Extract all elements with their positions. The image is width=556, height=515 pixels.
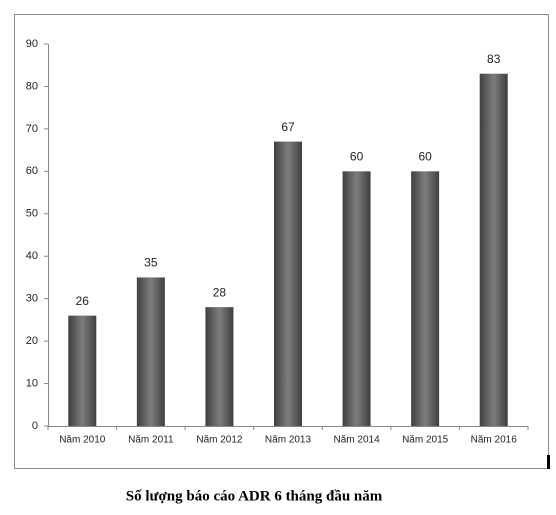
y-tick-label: 90 [26,38,38,50]
bar [342,171,371,426]
x-tick-label: Năm 2015 [402,435,449,446]
frame-mark [547,455,550,469]
bar [136,277,165,426]
x-tick-label: Năm 2014 [334,435,381,446]
bar [274,141,302,426]
y-tick-label: 80 [26,80,38,92]
bar [205,307,234,426]
chart-title: Số lượng báo cáo ADR 6 tháng đầu năm [126,488,383,504]
y-tick-label: 10 [26,377,38,389]
y-tick-label: 60 [26,165,38,177]
data-label: 60 [418,150,432,164]
x-tick-label: Năm 2012 [196,435,243,446]
y-tick-label: 50 [26,208,38,220]
bar [68,315,97,426]
x-tick-label: Năm 2010 [59,435,106,446]
y-tick-label: 30 [26,293,38,305]
data-label: 28 [213,285,227,299]
data-label: 67 [281,120,295,134]
y-tick-label: 70 [26,123,38,135]
data-label: 83 [487,52,501,66]
x-tick-label: Năm 2016 [471,435,518,446]
x-tick-label: Năm 2011 [128,435,174,446]
data-label: 60 [350,150,364,164]
y-tick-label: 20 [26,335,38,347]
x-tick-label: Năm 2013 [265,435,312,446]
data-label: 35 [144,256,158,270]
bar [479,73,508,426]
y-tick-label: 0 [32,420,38,432]
y-tick-label: 40 [26,250,38,262]
data-label: 26 [76,294,90,308]
chart-frame [14,14,549,469]
bar [411,171,440,426]
